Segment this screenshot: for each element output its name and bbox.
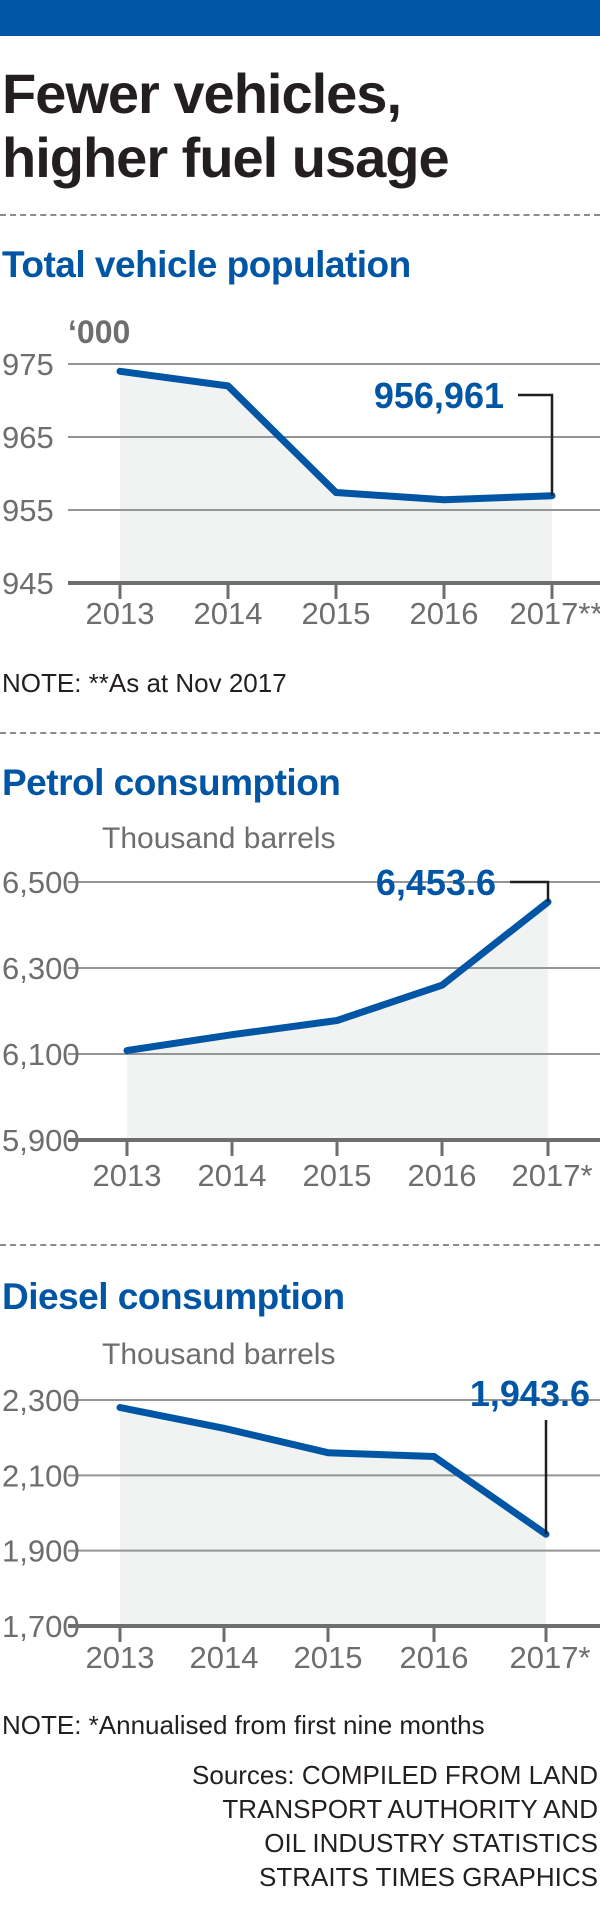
x-tick-label: 2014 [198, 1158, 267, 1193]
headline-line-1: Fewer vehicles, [2, 62, 402, 125]
diesel-chart-unit: Thousand barrels [102, 1338, 336, 1371]
vehicle-population-chart: 975 965 955 945 2013 2014 2015 2016 2017** 956,96… [2, 347, 600, 631]
petrol-chart-title: Petrol consumption [2, 762, 341, 803]
sources-line-1: Sources: COMPILED FROM LAND [192, 1760, 598, 1790]
y-tick-label: 2,100 [2, 1458, 80, 1493]
callout-leader [518, 393, 554, 496]
callout-value: 1,943.6 [470, 1373, 590, 1414]
callout-value: 956,961 [374, 375, 504, 416]
sources-line-2: TRANSPORT AUTHORITY AND [222, 1794, 598, 1824]
y-tick-label: 1,900 [2, 1534, 80, 1569]
x-tick-label: 2015 [302, 596, 371, 631]
vehicle-chart-unit: ‘000 [68, 314, 131, 350]
x-tick-label: 2017** [509, 596, 600, 631]
x-tick-label: 2014 [190, 1640, 259, 1675]
series-line [123, 898, 552, 1055]
y-tick-label: 2,300 [2, 1383, 80, 1418]
y-tick-label: 945 [2, 566, 54, 601]
sources-line-4: STRAITS TIMES GRAPHICS [258, 1862, 598, 1892]
petrol-consumption-chart: 6,500 6,300 6,100 5,900 2013 2014 2015 2016 2017… [2, 862, 600, 1193]
x-tick-label: 2017* [511, 1158, 592, 1193]
headline: Fewer vehicles, higher fuel usage [2, 62, 450, 190]
sources: Sources: COMPILED FROM LAND TRANSPORT AU… [8, 1758, 598, 1894]
y-tick-label: 6,500 [2, 865, 80, 900]
vehicle-chart-note: NOTE: **As at Nov 2017 [2, 668, 287, 698]
x-tick-label: 2015 [303, 1158, 372, 1193]
divider-3 [0, 1244, 600, 1246]
vehicle-chart-title: Total vehicle population [2, 244, 411, 285]
x-tick-label: 2013 [86, 596, 155, 631]
callout-leader [510, 880, 550, 902]
x-tick-label: 2016 [400, 1640, 469, 1675]
y-tick-label: 975 [2, 347, 54, 382]
petrol-chart-unit: Thousand barrels [102, 822, 336, 855]
area-fill [120, 371, 552, 583]
x-tick-label: 2016 [410, 596, 479, 631]
x-tick-label: 2017* [509, 1640, 590, 1675]
y-tick-label: 5,900 [2, 1123, 80, 1158]
footnote: NOTE: *Annualised from first nine months [2, 1710, 485, 1740]
area-fill [120, 1407, 546, 1626]
sources-line-3: OIL INDUSTRY STATISTICS [264, 1828, 598, 1858]
y-tick-label: 1,700 [2, 1609, 80, 1644]
top-accent-bar [0, 0, 600, 36]
x-tick-label: 2013 [86, 1640, 155, 1675]
series-line [116, 367, 556, 504]
divider-2 [0, 732, 600, 734]
series-line [116, 1404, 550, 1538]
diesel-chart-title: Diesel consumption [2, 1276, 345, 1317]
x-tick-label: 2014 [194, 596, 263, 631]
y-tick-label: 955 [2, 493, 54, 528]
x-tick-label: 2015 [294, 1640, 363, 1675]
divider-1 [0, 214, 600, 216]
y-tick-label: 6,300 [2, 951, 80, 986]
y-tick-label: 6,100 [2, 1037, 80, 1072]
y-tick-label: 965 [2, 420, 54, 455]
callout-value: 6,453.6 [376, 862, 496, 903]
headline-line-2: higher fuel usage [2, 126, 450, 189]
x-tick-label: 2016 [408, 1158, 477, 1193]
x-tick-label: 2013 [93, 1158, 162, 1193]
